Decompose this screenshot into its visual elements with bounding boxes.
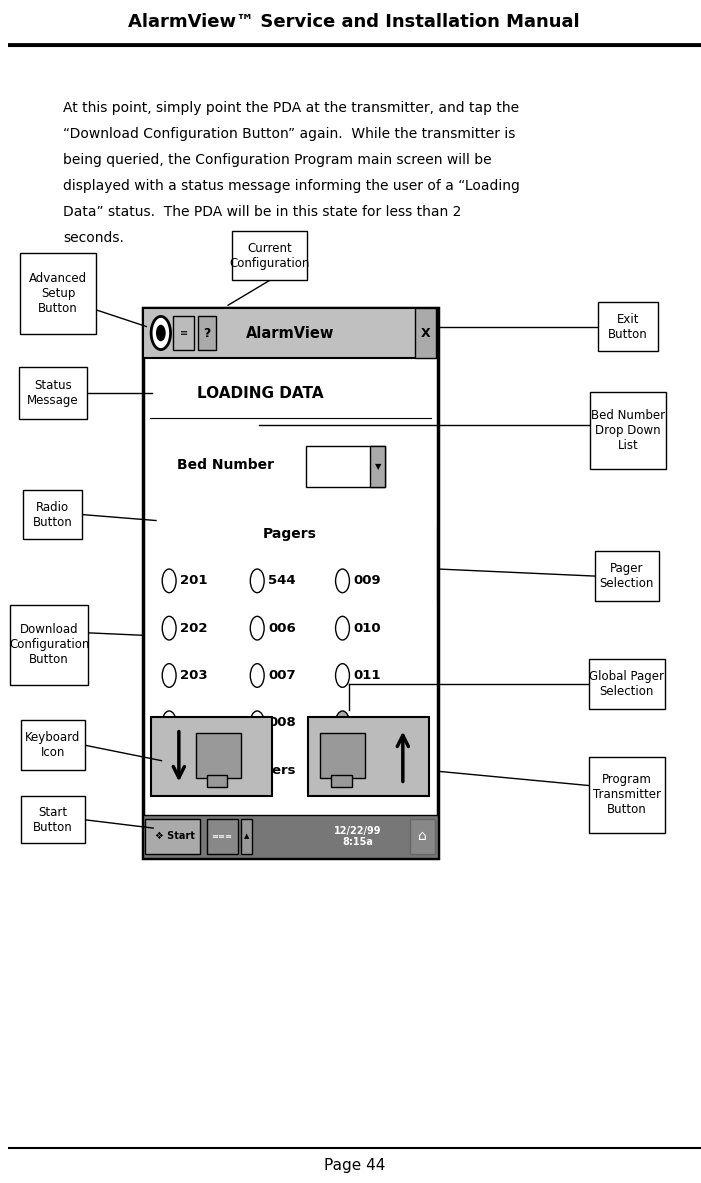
Text: AlarmView™ Service and Installation Manual: AlarmView™ Service and Installation Manu… [128, 13, 580, 31]
Text: Status
Message: Status Message [27, 379, 79, 407]
Bar [143, 308, 437, 358]
Text: Bed Number: Bed Number [177, 458, 275, 472]
Bar [143, 308, 437, 358]
Bar [11, 605, 88, 685]
Text: Current
Configuration: Current Configuration [229, 241, 310, 270]
Bar [306, 446, 386, 487]
Bar [369, 446, 386, 487]
Bar [23, 490, 83, 539]
Text: 544: 544 [268, 575, 296, 587]
Bar [241, 819, 252, 854]
Text: ❖ Start: ❖ Start [156, 832, 196, 841]
Text: Radio
Button: Radio Button [33, 500, 72, 529]
Text: Exit
Button: Exit Button [608, 312, 648, 341]
Text: Start
Button: Start Button [33, 806, 72, 834]
Text: 201: 201 [180, 575, 207, 587]
Bar [143, 815, 437, 858]
Bar [599, 302, 658, 351]
Circle shape [156, 325, 165, 342]
Bar [232, 231, 307, 280]
Circle shape [336, 664, 349, 687]
Circle shape [162, 569, 176, 593]
Text: Pager
Selection: Pager Selection [599, 562, 654, 590]
Text: Keyboard
Icon: Keyboard Icon [25, 731, 81, 759]
Bar [320, 733, 365, 778]
Circle shape [250, 569, 264, 593]
Bar [19, 367, 87, 419]
Text: ▲: ▲ [244, 833, 250, 840]
Text: 536: 536 [180, 717, 208, 729]
Circle shape [202, 758, 216, 782]
Text: 007: 007 [268, 670, 296, 681]
Text: ▼: ▼ [374, 463, 381, 471]
Text: Page 44: Page 44 [324, 1158, 385, 1172]
Text: 006: 006 [268, 622, 296, 634]
Circle shape [250, 664, 264, 687]
Text: 12/22/99
8:15a: 12/22/99 8:15a [334, 826, 381, 847]
Text: ≡≡≡: ≡≡≡ [212, 832, 232, 841]
Text: LOADING DATA: LOADING DATA [198, 387, 324, 401]
Bar [20, 253, 96, 334]
Circle shape [250, 616, 264, 640]
Text: 010: 010 [353, 622, 381, 634]
Text: seconds.: seconds. [63, 231, 124, 245]
Text: Global Pager
Selection: Global Pager Selection [590, 670, 665, 698]
Text: ?: ? [203, 327, 211, 340]
Text: All Pagers: All Pagers [220, 764, 295, 776]
Bar [331, 775, 351, 787]
Circle shape [336, 616, 349, 640]
Text: Bed Number
Drop Down
List: Bed Number Drop Down List [591, 409, 665, 452]
Bar [21, 796, 85, 843]
Text: At this point, simply point the PDA at the transmitter, and tap the: At this point, simply point the PDA at t… [63, 101, 519, 115]
Text: displayed with a status message informing the user of a “Loading: displayed with a status message informin… [63, 179, 520, 193]
Bar [410, 819, 435, 854]
Bar [151, 717, 273, 796]
Text: ≡: ≡ [179, 328, 188, 338]
Text: being queried, the Configuration Program main screen will be: being queried, the Configuration Program… [63, 153, 491, 167]
Circle shape [151, 317, 170, 350]
Text: Program
Transmitter
Button: Program Transmitter Button [593, 774, 661, 816]
Bar [595, 551, 659, 601]
Bar [589, 659, 665, 709]
Text: 008: 008 [268, 717, 296, 729]
Bar [198, 317, 217, 350]
Text: Pagers: Pagers [263, 526, 317, 541]
Bar [308, 717, 429, 796]
Bar [143, 308, 437, 858]
Bar [589, 757, 665, 833]
Bar [207, 819, 238, 854]
Circle shape [162, 664, 176, 687]
Bar [207, 775, 227, 787]
Text: “Download Configuration Button” again.  While the transmitter is: “Download Configuration Button” again. W… [63, 127, 515, 141]
Bar [173, 317, 194, 350]
Text: Advanced
Setup
Button: Advanced Setup Button [29, 272, 87, 315]
Circle shape [336, 711, 349, 735]
Bar [21, 720, 85, 770]
Text: 203: 203 [180, 670, 208, 681]
Text: AlarmView: AlarmView [246, 325, 334, 341]
Bar [414, 308, 436, 358]
Circle shape [162, 711, 176, 735]
Circle shape [162, 616, 176, 640]
Circle shape [250, 711, 264, 735]
Circle shape [336, 569, 349, 593]
Bar [196, 733, 241, 778]
Bar [145, 819, 200, 854]
Text: X: X [421, 327, 430, 340]
Text: 011: 011 [353, 670, 381, 681]
Text: 009: 009 [353, 575, 381, 587]
Text: Data” status.  The PDA will be in this state for less than 2: Data” status. The PDA will be in this st… [63, 205, 461, 219]
Text: 202: 202 [180, 622, 207, 634]
Text: ⌂: ⌂ [418, 829, 427, 843]
Bar [590, 392, 667, 468]
Text: Download
Configuration
Button: Download Configuration Button [9, 623, 90, 666]
